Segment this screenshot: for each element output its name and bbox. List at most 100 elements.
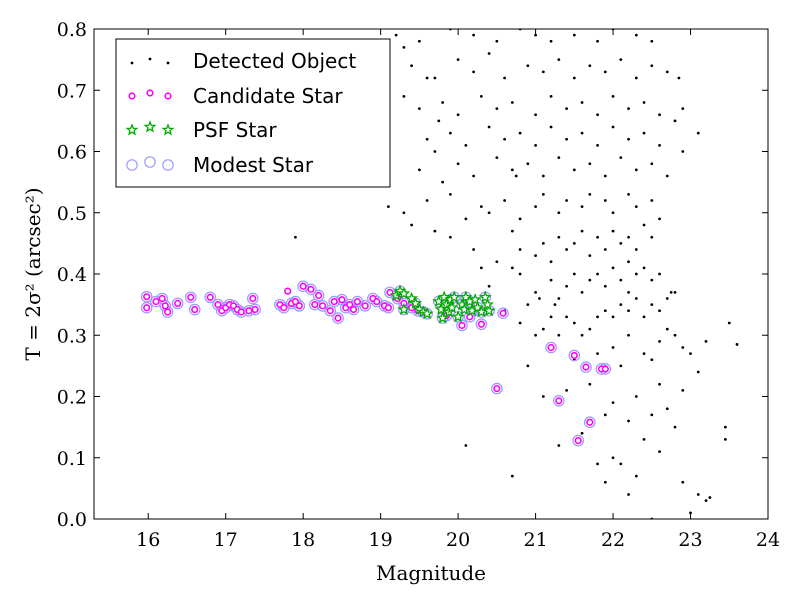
point-detected-object (634, 33, 638, 37)
point-detected-object (565, 388, 568, 392)
point-detected-object (627, 419, 630, 423)
legend-marker-candidate-star (164, 92, 172, 100)
point-detected-object (627, 235, 630, 239)
point-detected-object (572, 76, 576, 80)
point-detected-object (526, 162, 530, 166)
y-tick-label: 0.3 (57, 325, 87, 347)
point-detected-object (534, 33, 537, 37)
point-modest-star (553, 394, 565, 407)
point-detected-object (394, 33, 398, 37)
point-detected-object (479, 94, 483, 98)
point-candidate-star (249, 294, 257, 303)
point-detected-object (627, 333, 630, 337)
point-detected-object (534, 290, 537, 294)
legend-marker-modest-star (126, 159, 138, 171)
legend-marker-psf-star (143, 120, 157, 133)
point-detected-object (611, 94, 615, 98)
point-detected-object (425, 137, 429, 141)
y-tick-label: 0.1 (57, 448, 87, 470)
point-candidate-star (311, 301, 319, 309)
point-candidate-star (158, 294, 166, 303)
point-detected-object (433, 76, 437, 80)
point-detected-object (723, 425, 727, 429)
point-detected-object (557, 444, 561, 447)
point-detected-object (603, 284, 607, 288)
point-detected-object (479, 266, 483, 270)
point-psf-star (447, 290, 461, 303)
point-detected-object (658, 339, 661, 343)
point-detected-object (565, 248, 568, 251)
point-candidate-star (284, 287, 292, 295)
point-detected-object (580, 333, 584, 337)
point-detected-object (503, 76, 506, 80)
point-detected-object (665, 70, 669, 74)
point-detected-object (580, 431, 584, 435)
point-detected-object (487, 52, 491, 55)
point-detected-object (464, 444, 468, 447)
point-detected-object (650, 278, 654, 282)
legend: Detected Object Candidate Star PSF Star … (115, 38, 391, 188)
point-detected-object (665, 297, 669, 300)
point-detected-object (596, 39, 599, 43)
point-detected-object (708, 496, 712, 499)
point-modest-star (584, 416, 596, 429)
point-detected-object (658, 143, 661, 147)
series-candidate-star (143, 282, 609, 445)
point-detected-object (642, 315, 646, 319)
series-psf-star (389, 284, 496, 324)
point-detected-object (627, 192, 630, 196)
point-candidate-star (291, 297, 300, 306)
point-candidate-star (214, 301, 222, 309)
point-detected-object (541, 174, 545, 178)
point-detected-object (596, 352, 599, 356)
point-detected-object (627, 493, 630, 496)
point-candidate-star (586, 418, 594, 426)
point-detected-object (386, 205, 390, 209)
x-tick-label: 23 (678, 529, 702, 551)
point-detected-object (665, 407, 669, 411)
legend-marker-candidate-star (128, 92, 136, 100)
point-detected-object (596, 235, 599, 239)
point-psf-star (440, 297, 453, 311)
point-modest-star (185, 291, 197, 304)
point-modest-star (572, 434, 584, 447)
point-detected-object (495, 39, 499, 43)
point-candidate-star (477, 320, 485, 328)
point-detected-object (588, 162, 592, 166)
point-psf-star (409, 296, 422, 309)
legend-box (115, 38, 391, 188)
point-candidate-star (245, 307, 253, 315)
point-detected-object (472, 248, 476, 251)
point-modest-star (312, 289, 325, 302)
point-detected-object (634, 248, 638, 251)
point-detected-object (565, 284, 568, 288)
point-detected-object (642, 352, 646, 356)
point-detected-object (696, 370, 700, 374)
point-detected-object (588, 327, 592, 331)
point-detected-object (603, 480, 607, 484)
point-detected-object (650, 235, 654, 239)
point-detected-object (603, 199, 607, 202)
y-axis-label: T = 2σ² (arcsec²) (21, 187, 45, 360)
point-detected-object (541, 192, 545, 196)
point-candidate-star (555, 397, 563, 405)
legend-label-candidate-star: Candidate Star (193, 84, 343, 108)
point-detected-object (704, 499, 708, 503)
point-detected-object (580, 101, 584, 104)
point-detected-object (410, 223, 414, 227)
point-detected-object (673, 290, 677, 294)
point-detected-object (619, 58, 623, 62)
legend-marker-modest-star (144, 156, 156, 168)
point-detected-object (518, 272, 522, 276)
x-tick-label: 24 (756, 529, 780, 551)
point-detected-object (572, 33, 576, 37)
legend-marker-detected-object (166, 61, 170, 65)
point-detected-object (534, 254, 537, 258)
point-detected-object (464, 217, 468, 221)
point-detected-object (402, 211, 406, 215)
x-tick-label: 19 (369, 529, 393, 551)
point-detected-object (650, 64, 654, 68)
legend-marker-psf-star (161, 123, 175, 136)
point-candidate-star (582, 363, 590, 371)
legend-marker-modest-star (162, 159, 174, 171)
